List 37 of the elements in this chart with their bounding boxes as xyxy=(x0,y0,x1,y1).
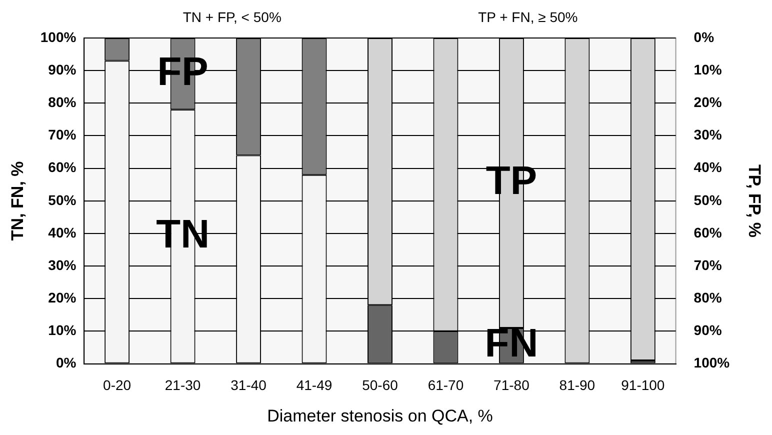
y-tick-label: 70% xyxy=(48,126,77,143)
y-tick-label: 30% xyxy=(48,256,77,273)
y-tick-label: 80% xyxy=(48,94,77,110)
y2-tick-label: 40% xyxy=(694,159,722,176)
x-tick-label: 61-70 xyxy=(428,377,464,394)
y2-tick-label: 60% xyxy=(694,224,722,240)
y-tick-label: 50% xyxy=(48,192,77,208)
x-tick-label: 71-80 xyxy=(494,377,530,394)
y-tick-label: 100% xyxy=(40,28,77,45)
text: TN + FP, < 50% xyxy=(182,8,282,25)
x-tick-label: 41-49 xyxy=(296,377,332,394)
y-tick-label: 20% xyxy=(48,290,77,306)
y2-tick-label: 70% xyxy=(694,256,722,273)
y2-tick-label: 30% xyxy=(694,126,722,143)
y-tick-label: 60% xyxy=(48,159,77,176)
x-tick-label: 21-30 xyxy=(164,377,201,394)
y2-tick-label: 10% xyxy=(694,61,722,78)
x-tick-label: 91-100 xyxy=(621,377,665,394)
x-tick-label: 50-60 xyxy=(362,377,398,394)
y-tick-label: 90% xyxy=(48,61,77,78)
y2-axis-title: TP, FP, % xyxy=(745,164,764,238)
x-tick-label: 0-20 xyxy=(103,377,132,394)
y-axis-title: TN, FN, % xyxy=(8,161,27,241)
y-tick-label: 0% xyxy=(56,354,77,371)
y2-tick-label: 0% xyxy=(694,28,715,45)
y2-tick-label: 50% xyxy=(694,192,722,208)
y2-tick-label: 80% xyxy=(694,290,722,306)
text: TP + FN, ≥ 50% xyxy=(478,8,578,25)
x-axis-title: Diameter stenosis on QCA, % xyxy=(267,406,493,426)
y2-tick-label: 20% xyxy=(694,94,722,110)
series-label: FN xyxy=(484,322,538,366)
x-tick-label: 81-90 xyxy=(559,377,596,394)
x-tick-label: 31-40 xyxy=(230,377,267,394)
y-tick-label: 40% xyxy=(48,224,77,240)
y2-tick-label: 100% xyxy=(694,354,730,371)
y2-tick-label: 90% xyxy=(694,322,722,338)
y-tick-label: 10% xyxy=(48,322,77,338)
